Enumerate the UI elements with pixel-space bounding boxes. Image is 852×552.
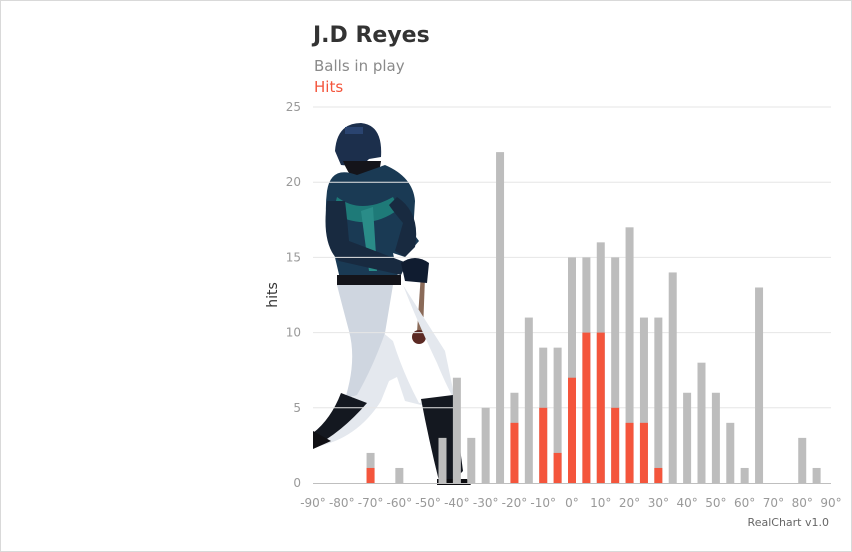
x-tick-label: -90° [300, 496, 326, 510]
balls-in-play-bar[interactable] [496, 152, 505, 483]
balls-in-play-bar[interactable] [639, 317, 648, 483]
balls-in-play-bar[interactable] [654, 317, 663, 483]
batter-image [313, 123, 471, 485]
balls-in-play-bar[interactable] [524, 317, 533, 483]
hits-bar[interactable] [539, 407, 548, 483]
x-tick-label: 90° [820, 496, 841, 510]
x-tick-label: -50° [415, 496, 441, 510]
hits-bar[interactable] [639, 422, 648, 483]
balls-in-play-bar[interactable] [481, 407, 490, 483]
x-tick-label: -30° [473, 496, 499, 510]
hits-bar[interactable] [553, 452, 562, 483]
chart-title: J.D Reyes [313, 23, 430, 48]
balls-in-play-bar[interactable] [568, 257, 576, 483]
x-tick-label: 60° [734, 496, 755, 510]
y-tick-label: 5 [293, 401, 301, 415]
hits-bar[interactable] [366, 467, 375, 483]
balls-in-play-bar[interactable] [668, 272, 677, 483]
x-tick-label: 80° [792, 496, 813, 510]
balls-in-play-bar[interactable] [697, 362, 706, 483]
balls-in-play-bar[interactable] [740, 467, 749, 483]
x-tick-label: 70° [763, 496, 784, 510]
balls-in-play-bar[interactable] [726, 422, 735, 483]
x-tick-label: -10° [530, 496, 556, 510]
balls-in-play-bar[interactable] [798, 437, 807, 483]
hits-bar[interactable] [625, 422, 634, 483]
legend-item-hits[interactable]: Hits [314, 78, 344, 96]
y-tick-label: 0 [293, 476, 301, 490]
x-tick-label: 50° [705, 496, 726, 510]
x-tick-label: 0° [565, 496, 579, 510]
y-tick-label: 15 [286, 250, 301, 264]
balls-in-play-bar[interactable] [711, 392, 720, 483]
y-axis-title: hits [265, 282, 281, 308]
hits-bar[interactable] [654, 467, 663, 483]
legend-item-balls-in-play[interactable]: Balls in play [314, 57, 405, 75]
x-tick-label: 30° [648, 496, 669, 510]
hits-bar[interactable] [568, 377, 576, 483]
hits-bar[interactable] [611, 407, 620, 483]
balls-in-play-bar[interactable] [755, 287, 764, 483]
credits-label: RealChart v1.0 [747, 516, 829, 529]
y-tick-label: 25 [286, 100, 301, 114]
y-axis-ticks: 0 5 10 15 20 25 [286, 100, 301, 490]
x-tick-label: -80° [329, 496, 355, 510]
balls-in-play-bar[interactable] [395, 467, 404, 483]
x-tick-label: 10° [590, 496, 611, 510]
x-tick-label: -40° [444, 496, 470, 510]
balls-in-play-bar[interactable] [625, 227, 634, 483]
balls-in-play-bar[interactable] [438, 437, 447, 483]
balls-in-play-bar[interactable] [553, 347, 562, 483]
balls-in-play-bar[interactable] [812, 467, 821, 483]
balls-in-play-bar[interactable] [683, 392, 692, 483]
hits-bar[interactable] [596, 332, 605, 483]
balls-in-play-bar[interactable] [467, 437, 476, 483]
x-tick-label: -20° [502, 496, 528, 510]
x-tick-label: -70° [358, 496, 384, 510]
series-hits [366, 332, 663, 483]
x-axis: -90° -80° -70° -60° -50° -40° -30° -20° -10° 0° 10… [300, 483, 842, 510]
hits-bar[interactable] [582, 332, 591, 483]
x-tick-label: 40° [676, 496, 697, 510]
balls-in-play-bar[interactable] [452, 377, 461, 483]
y-tick-label: 10 [286, 326, 301, 340]
hits-bar[interactable] [510, 422, 519, 483]
balls-in-play-bar[interactable] [611, 257, 620, 483]
x-tick-label: 20° [619, 496, 640, 510]
y-tick-label: 20 [286, 175, 301, 189]
x-tick-label: -60° [387, 496, 413, 510]
